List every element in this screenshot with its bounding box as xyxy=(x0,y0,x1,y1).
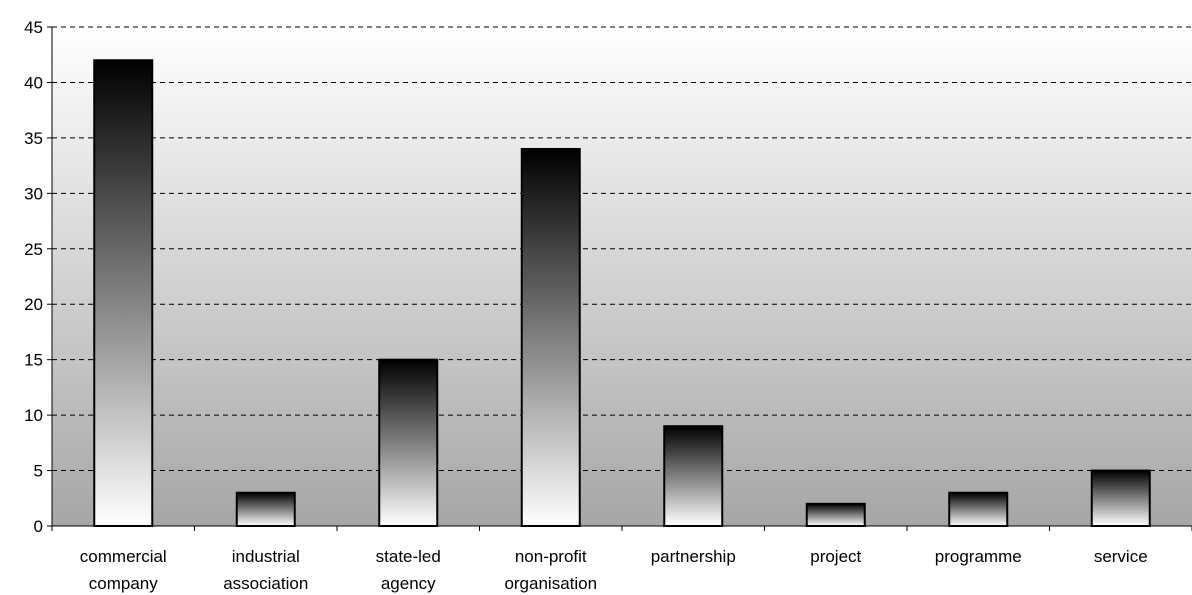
x-category-label-1: industrial association xyxy=(223,547,308,593)
x-category-labels: commercial company industrial association st… xyxy=(80,547,1148,593)
plot-area xyxy=(52,27,1192,526)
x-category-label-6: programme xyxy=(935,547,1022,566)
x-category-label-line: partnership xyxy=(651,547,736,566)
bar-6 xyxy=(948,491,1009,528)
y-tick-label-0: 0 xyxy=(34,517,43,536)
y-tick-label-5: 5 xyxy=(34,462,43,481)
x-category-label-4: partnership xyxy=(651,547,736,566)
gridlines xyxy=(52,26,1192,472)
x-category-label-0: commercial company xyxy=(80,547,167,593)
axes xyxy=(47,26,1192,531)
x-category-label-line: commercial xyxy=(80,547,167,566)
y-tick-label-45: 45 xyxy=(24,18,43,37)
bar-4 xyxy=(663,425,724,528)
x-category-label-line: association xyxy=(223,574,308,593)
bars xyxy=(93,59,1151,528)
x-category-label-2: state-led agency xyxy=(376,547,441,593)
y-tick-label-25: 25 xyxy=(24,240,43,259)
y-tick-label-10: 10 xyxy=(24,406,43,425)
bar-0 xyxy=(93,59,154,528)
x-category-label-line: service xyxy=(1094,547,1148,566)
bar-2 xyxy=(378,358,439,527)
x-category-label-line: programme xyxy=(935,547,1022,566)
y-tick-labels: 0 5 10 15 20 25 30 35 40 45 xyxy=(24,18,43,536)
y-tick-label-35: 35 xyxy=(24,129,43,148)
x-category-label-line: industrial xyxy=(232,547,300,566)
x-category-label-line: state-led xyxy=(376,547,441,566)
y-tick-label-15: 15 xyxy=(24,351,43,370)
x-category-label-line: project xyxy=(810,547,861,566)
bar-7 xyxy=(1090,469,1151,527)
bar-5 xyxy=(805,502,866,528)
x-category-label-line: non-profit xyxy=(515,547,587,566)
x-category-label-5: project xyxy=(810,547,861,566)
bar-1 xyxy=(235,491,296,528)
y-tick-label-20: 20 xyxy=(24,295,43,314)
x-category-label-line: agency xyxy=(381,574,436,593)
x-category-label-line: company xyxy=(89,574,158,593)
x-category-label-line: organisation xyxy=(504,574,597,593)
y-tick-label-30: 30 xyxy=(24,184,43,203)
bar-3 xyxy=(520,147,581,527)
x-category-label-3: non-profit organisation xyxy=(504,547,597,593)
y-tick-label-40: 40 xyxy=(24,73,43,92)
x-category-label-7: service xyxy=(1094,547,1148,566)
